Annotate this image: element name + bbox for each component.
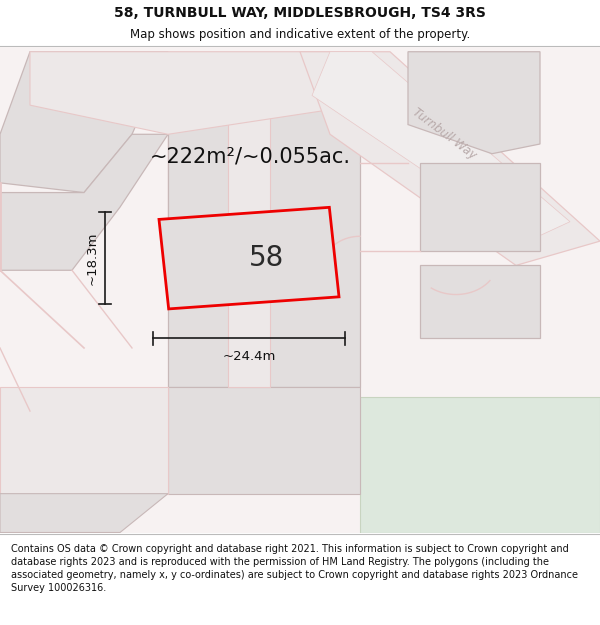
Polygon shape bbox=[0, 52, 168, 192]
Polygon shape bbox=[0, 134, 168, 270]
Text: ~222m²/~0.055ac.: ~222m²/~0.055ac. bbox=[150, 146, 351, 166]
Polygon shape bbox=[30, 52, 360, 134]
Polygon shape bbox=[420, 266, 540, 338]
Polygon shape bbox=[168, 52, 228, 266]
Polygon shape bbox=[420, 163, 540, 251]
Polygon shape bbox=[159, 208, 339, 309]
Polygon shape bbox=[168, 387, 360, 494]
Text: ~24.4m: ~24.4m bbox=[223, 350, 275, 363]
Text: Contains OS data © Crown copyright and database right 2021. This information is : Contains OS data © Crown copyright and d… bbox=[11, 544, 578, 593]
Polygon shape bbox=[168, 134, 228, 266]
Polygon shape bbox=[168, 52, 360, 387]
Text: ~18.3m: ~18.3m bbox=[85, 231, 98, 285]
Text: 58, TURNBULL WAY, MIDDLESBROUGH, TS4 3RS: 58, TURNBULL WAY, MIDDLESBROUGH, TS4 3RS bbox=[114, 6, 486, 19]
Text: 58: 58 bbox=[250, 244, 284, 272]
Polygon shape bbox=[0, 494, 168, 532]
Polygon shape bbox=[300, 52, 600, 266]
Text: Map shows position and indicative extent of the property.: Map shows position and indicative extent… bbox=[130, 28, 470, 41]
Text: Turnbull Way: Turnbull Way bbox=[410, 106, 478, 162]
Polygon shape bbox=[312, 52, 570, 241]
Polygon shape bbox=[0, 47, 600, 532]
Polygon shape bbox=[0, 387, 168, 494]
Polygon shape bbox=[408, 52, 540, 154]
Polygon shape bbox=[228, 52, 270, 387]
Polygon shape bbox=[360, 396, 600, 532]
